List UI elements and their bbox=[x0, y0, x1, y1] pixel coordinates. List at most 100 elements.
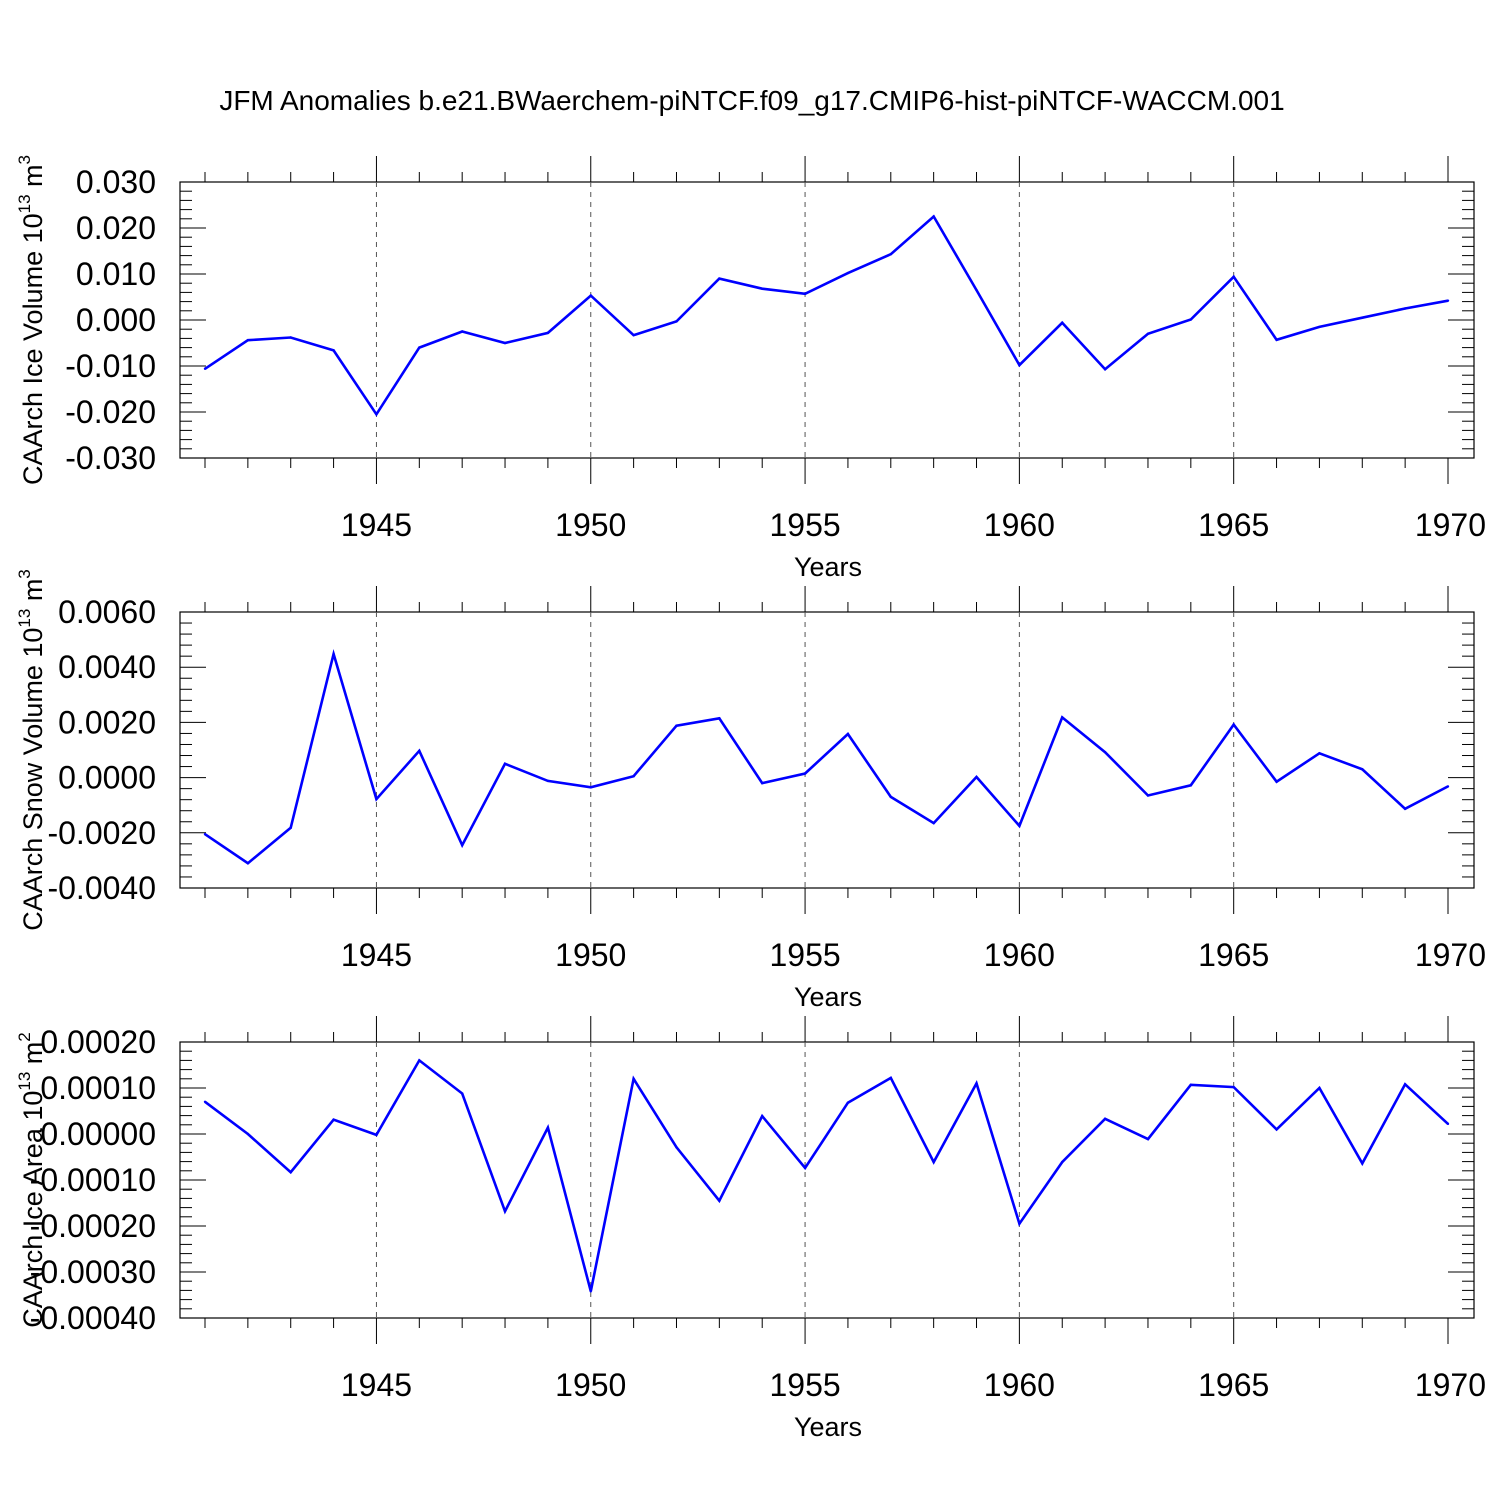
data-point bbox=[289, 1170, 292, 1174]
data-point bbox=[289, 336, 292, 339]
data-point bbox=[546, 1126, 550, 1129]
y-tick-label: 0.0000 bbox=[58, 760, 156, 796]
data-point bbox=[975, 775, 978, 779]
data-point bbox=[332, 652, 335, 656]
y-tick-label: -0.00020 bbox=[30, 1208, 156, 1244]
y-axis-label-text: CAArch Ice Volume 10 bbox=[18, 213, 48, 485]
y-tick-label: -0.00030 bbox=[30, 1254, 156, 1290]
data-point bbox=[889, 795, 892, 799]
data-point bbox=[932, 215, 935, 218]
y-tick-label: 0.00000 bbox=[40, 1116, 156, 1152]
data-point bbox=[332, 1118, 335, 1121]
x-tick-label: 1970 bbox=[1415, 937, 1486, 973]
y-axis-label-text: CAArch Ice Area 10 bbox=[18, 1091, 48, 1328]
x-tick-label: 1960 bbox=[984, 937, 1055, 973]
data-point bbox=[1275, 1128, 1278, 1131]
data-point bbox=[1403, 1083, 1407, 1086]
data-point bbox=[1146, 1137, 1150, 1141]
data-point bbox=[1361, 316, 1364, 319]
y-axis-label-unit-exponent: 3 bbox=[15, 155, 34, 164]
data-point bbox=[1318, 325, 1321, 329]
data-point bbox=[932, 1160, 935, 1164]
data-point bbox=[289, 826, 292, 830]
data-point bbox=[889, 1076, 892, 1080]
data-point bbox=[503, 1210, 507, 1213]
y-tick-label: 0.00010 bbox=[40, 1070, 156, 1106]
x-tick-label: 1945 bbox=[341, 1367, 412, 1403]
x-tick-label: 1965 bbox=[1198, 507, 1269, 543]
data-point bbox=[418, 749, 421, 753]
data-point bbox=[846, 271, 850, 275]
y-tick-label: 0.010 bbox=[76, 256, 156, 292]
x-tick-label: 1955 bbox=[769, 507, 840, 543]
chart-panel-1: -0.030 -0.020 -0.010 0.000 0.010 0.020 0.030 19… bbox=[15, 155, 1486, 582]
x-tick-label: 1955 bbox=[769, 1367, 840, 1403]
y-tick-label: 0.0060 bbox=[58, 594, 156, 630]
data-point bbox=[332, 349, 335, 352]
data-point bbox=[375, 413, 378, 416]
y-tick-label: 0.0020 bbox=[58, 704, 156, 740]
y-tick-label: -0.0020 bbox=[47, 815, 156, 851]
x-tick-label: 1965 bbox=[1198, 937, 1269, 973]
data-point bbox=[1446, 785, 1450, 788]
data-point bbox=[546, 331, 550, 335]
y-axis-label-unit-exponent: 2 bbox=[15, 1032, 34, 1041]
data-point bbox=[632, 1077, 635, 1081]
data-point bbox=[718, 717, 721, 720]
data-point bbox=[761, 287, 764, 290]
data-point bbox=[1403, 307, 1407, 310]
data-point bbox=[1361, 768, 1364, 771]
x-tick-label: 1960 bbox=[984, 1367, 1055, 1403]
data-point bbox=[1018, 363, 1021, 367]
data-point bbox=[1103, 368, 1107, 371]
data-point bbox=[1232, 275, 1235, 278]
data-point bbox=[1232, 1085, 1235, 1089]
y-axis-label-unit: m bbox=[18, 164, 48, 194]
data-point bbox=[375, 1133, 378, 1137]
x-tick-label: 1950 bbox=[555, 937, 626, 973]
data-point bbox=[1103, 751, 1107, 754]
data-point bbox=[1189, 784, 1193, 787]
y-axis-label-unit: m bbox=[18, 579, 48, 609]
data-point bbox=[718, 1199, 721, 1202]
data-point bbox=[546, 779, 550, 783]
data-point bbox=[460, 330, 464, 333]
data-point bbox=[418, 346, 421, 349]
data-point bbox=[503, 762, 507, 765]
y-tick-label: -0.020 bbox=[65, 394, 156, 430]
data-point bbox=[1189, 318, 1193, 321]
y-tick-label: 0.0040 bbox=[58, 649, 156, 685]
y-axis-label-text: CAArch Snow Volume 10 bbox=[18, 628, 48, 931]
data-point bbox=[1146, 794, 1150, 797]
data-point bbox=[632, 333, 635, 337]
data-point bbox=[803, 1166, 807, 1170]
data-point bbox=[203, 1100, 207, 1104]
data-point bbox=[975, 288, 978, 292]
x-tick-label: 1960 bbox=[984, 507, 1055, 543]
data-point bbox=[761, 1114, 764, 1118]
x-axis-label: Years bbox=[794, 982, 862, 1012]
data-point bbox=[1446, 1122, 1450, 1126]
plot-frame bbox=[179, 611, 1475, 889]
x-tick-label: 1970 bbox=[1415, 1367, 1486, 1403]
y-tick-label: -0.030 bbox=[65, 440, 156, 476]
x-axis-label: Years bbox=[794, 1412, 862, 1442]
data-point bbox=[1275, 338, 1278, 341]
data-point bbox=[1061, 321, 1064, 324]
data-point bbox=[1232, 723, 1235, 726]
y-axis-label-exponent: 13 bbox=[15, 609, 34, 628]
chart-title: JFM Anomalies b.e21.BWaerchem-piNTCF.f09… bbox=[219, 85, 1284, 116]
data-point bbox=[589, 294, 592, 297]
data-point bbox=[761, 781, 764, 785]
data-point bbox=[589, 1290, 592, 1293]
x-tick-label: 1945 bbox=[341, 507, 412, 543]
x-tick-label: 1955 bbox=[769, 937, 840, 973]
plot-frame bbox=[179, 1041, 1475, 1319]
data-point bbox=[632, 775, 635, 778]
x-axis-label: Years bbox=[794, 552, 862, 582]
chart-panel-2: -0.0040 -0.0020 0.0000 0.0020 0.0040 0.0060 19… bbox=[15, 569, 1486, 1012]
data-point bbox=[503, 341, 507, 345]
data-point bbox=[889, 253, 892, 256]
data-point bbox=[460, 1092, 464, 1095]
